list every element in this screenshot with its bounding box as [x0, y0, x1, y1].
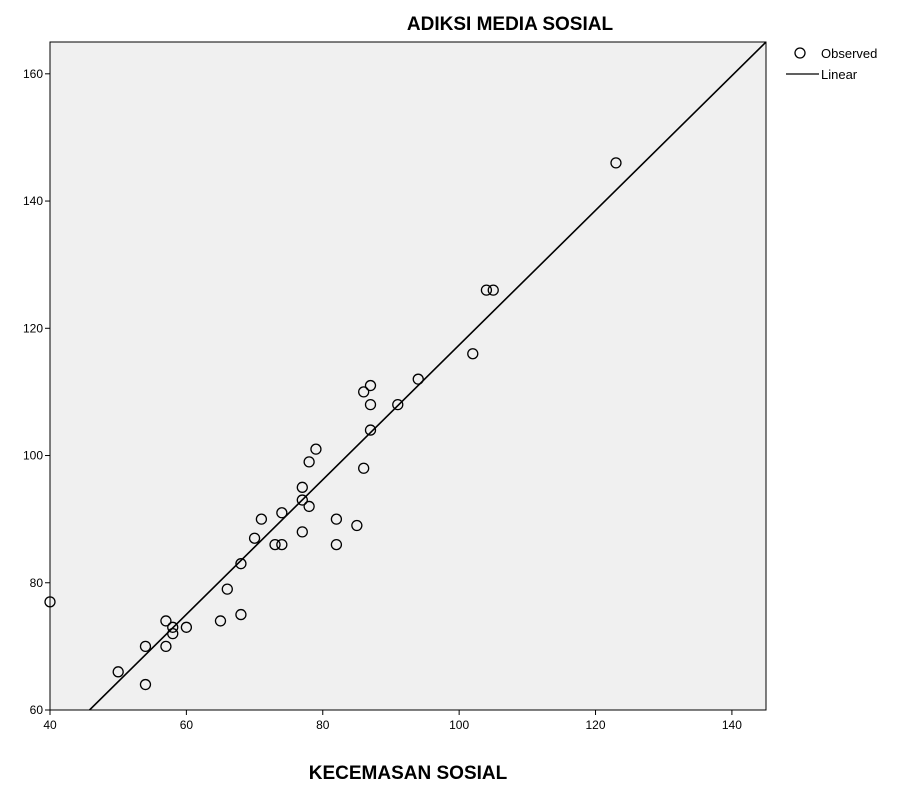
observed-point	[610, 157, 622, 169]
x-axis-title: KECEMASAN SOSIAL	[309, 763, 508, 784]
legend-observed-label: Observed	[821, 46, 877, 61]
observed-point	[235, 608, 247, 621]
observed-point	[364, 398, 377, 411]
observed-point	[467, 348, 479, 360]
y-tick-label: 120	[23, 321, 43, 335]
observed-point	[296, 526, 308, 538]
observed-point	[358, 386, 370, 398]
observed-point	[167, 628, 179, 640]
observed-point	[364, 379, 377, 392]
x-tick-label: 120	[586, 718, 606, 732]
observed-point	[330, 538, 343, 551]
x-tick-label: 60	[180, 718, 194, 732]
observed-point	[296, 481, 308, 493]
observed-point	[392, 398, 404, 411]
linear-fit-line	[88, 42, 766, 710]
observed-point	[160, 615, 172, 627]
y-tick-label: 100	[23, 449, 43, 463]
x-tick-label: 100	[449, 718, 469, 732]
x-axis: 40 60 80 100 120 140	[43, 710, 742, 732]
observed-point	[180, 621, 193, 633]
observed-point	[276, 507, 288, 519]
observed-point	[358, 462, 370, 474]
observed-point	[255, 513, 268, 525]
observed-point	[44, 596, 56, 608]
observed-point	[139, 640, 152, 653]
observed-point	[330, 513, 343, 525]
observed-point	[296, 494, 308, 506]
observed-point	[480, 284, 493, 296]
observed-point	[310, 443, 322, 455]
legend-observed-marker	[794, 47, 806, 59]
observed-point	[269, 538, 281, 551]
x-tick-label: 80	[316, 718, 330, 732]
plot-area	[49, 41, 767, 711]
observed-point	[303, 500, 315, 513]
legend-linear-label: Linear	[821, 67, 858, 82]
chart-title: ADIKSI MEDIA SOSIAL	[407, 14, 614, 35]
y-tick-label: 80	[30, 576, 44, 590]
observed-point	[351, 519, 363, 532]
observed-point	[214, 615, 227, 627]
observed-point	[112, 666, 124, 678]
observed-point	[303, 456, 315, 468]
observed-point	[276, 538, 288, 551]
observed-point	[167, 621, 179, 633]
y-axis: 60 80 100 120 140 160	[23, 67, 50, 717]
linear-fit-group	[88, 42, 766, 710]
observed-point	[364, 424, 377, 436]
observed-point	[139, 678, 152, 691]
observed-point	[412, 373, 424, 385]
observed-point	[221, 583, 233, 595]
y-tick-label: 60	[30, 703, 44, 717]
observed-point	[248, 532, 261, 544]
x-tick-label: 40	[43, 718, 57, 732]
observed-point	[235, 558, 247, 570]
x-tick-label: 140	[722, 718, 742, 732]
legend: Observed Linear	[786, 46, 877, 82]
observed-point	[160, 640, 172, 653]
y-tick-label: 140	[23, 194, 43, 208]
observed-points-group	[44, 157, 622, 691]
y-tick-label: 160	[23, 67, 43, 81]
observed-point	[487, 284, 499, 296]
